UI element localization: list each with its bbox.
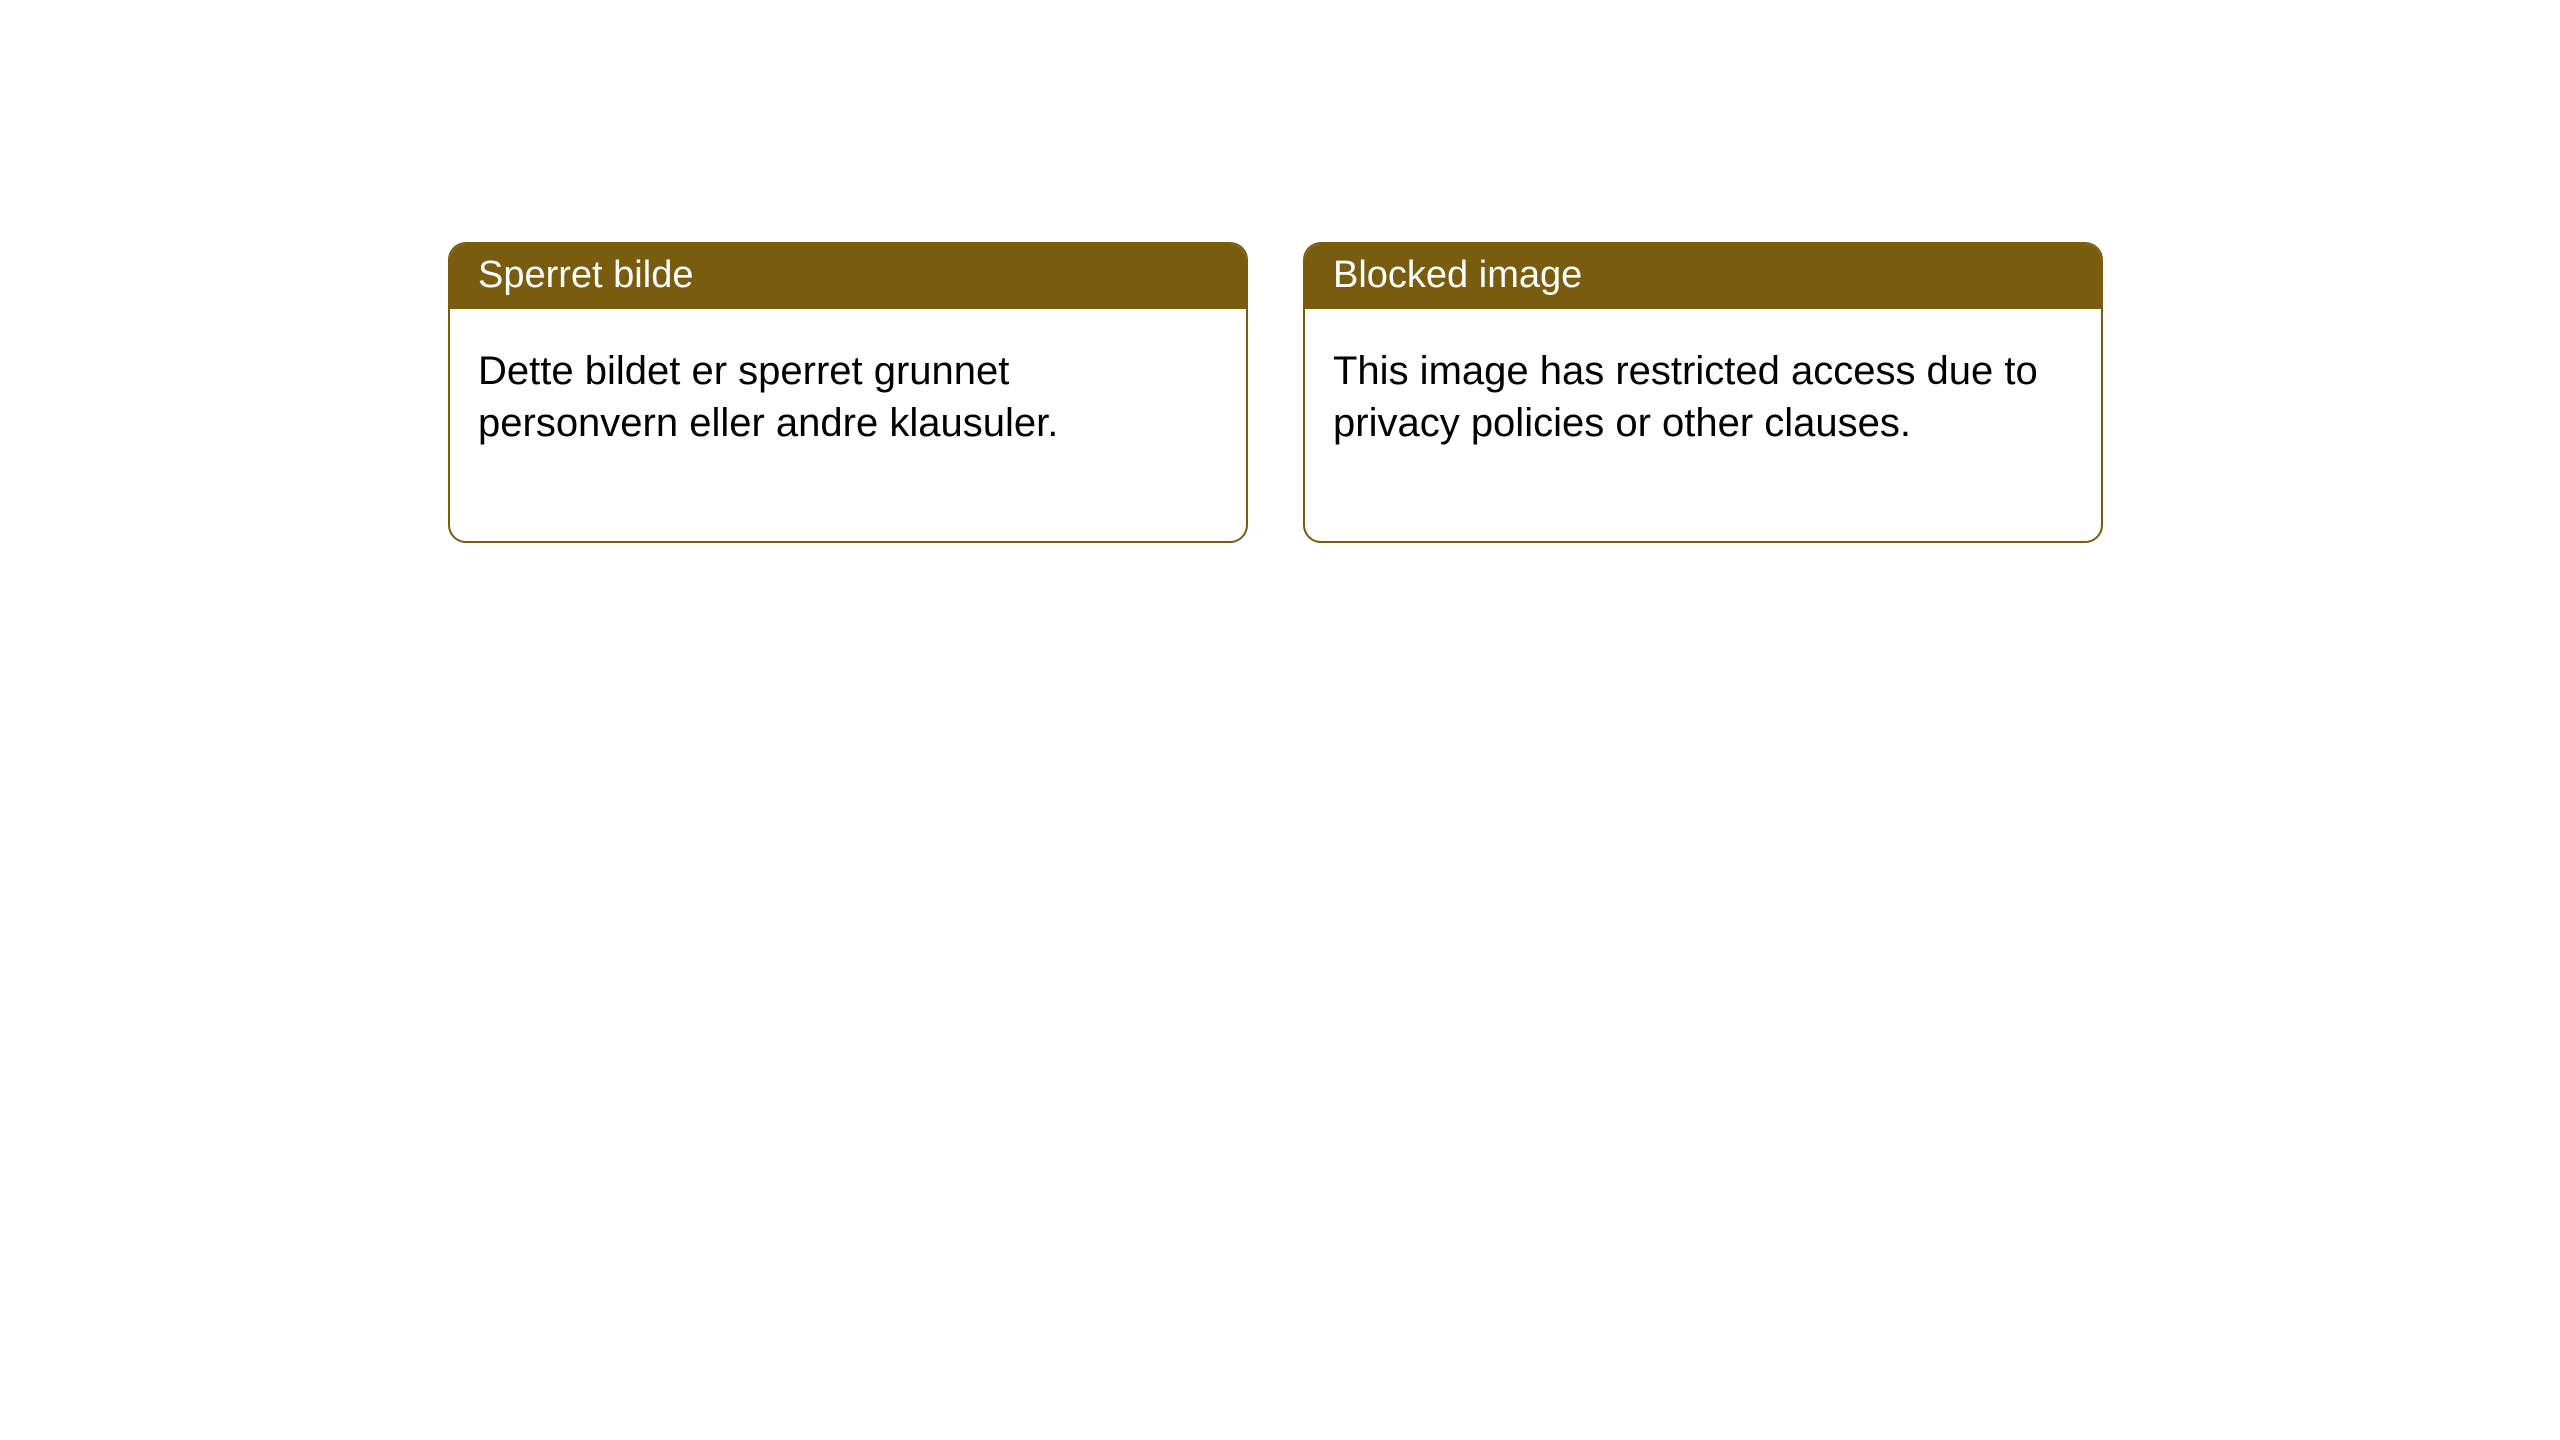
- notice-container: Sperret bilde Dette bildet er sperret gr…: [0, 0, 2560, 543]
- notice-body-english: This image has restricted access due to …: [1305, 309, 2101, 541]
- notice-header-english: Blocked image: [1305, 244, 2101, 309]
- notice-header-norwegian: Sperret bilde: [450, 244, 1246, 309]
- notice-body-norwegian: Dette bildet er sperret grunnet personve…: [450, 309, 1246, 541]
- notice-box-english: Blocked image This image has restricted …: [1303, 242, 2103, 543]
- notice-box-norwegian: Sperret bilde Dette bildet er sperret gr…: [448, 242, 1248, 543]
